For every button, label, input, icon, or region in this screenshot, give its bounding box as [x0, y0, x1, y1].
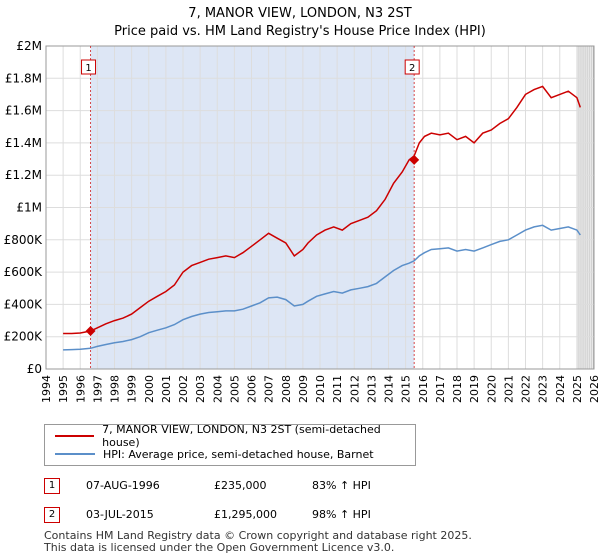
- sale-badge: 1: [44, 478, 60, 494]
- x-tick-label: 2014: [383, 375, 396, 403]
- property-series-line: [63, 85, 582, 335]
- x-tick-label: 1997: [91, 375, 104, 403]
- x-tick-label: 2009: [297, 375, 310, 403]
- sale-point: [85, 326, 96, 337]
- x-tick-label: 1999: [126, 375, 139, 403]
- sale-date: 07-AUG-1996: [86, 479, 160, 492]
- chart-title: 7, MANOR VIEW, LONDON, N3 2ST: [188, 6, 412, 21]
- x-tick-label: 2008: [280, 375, 293, 403]
- x-tick-label: 2025: [571, 375, 584, 403]
- sale-price: £1,295,000: [214, 508, 277, 521]
- footer: Contains HM Land Registry data © Crown c…: [44, 530, 472, 554]
- x-tick-label: 2007: [263, 375, 276, 403]
- y-tick-label: £1.8M: [5, 71, 42, 85]
- sale-date: 03-JUL-2015: [86, 508, 154, 521]
- sale-hpi-change: 98% ↑ HPI: [312, 508, 371, 521]
- legend: 7, MANOR VIEW, LONDON, N3 2ST (semi-deta…: [44, 423, 416, 466]
- sale-point: [409, 154, 420, 165]
- x-tick-label: 2001: [160, 375, 173, 403]
- sale-badge: 2: [44, 507, 60, 523]
- y-tick-label: £1.2M: [5, 168, 42, 182]
- sale-label: 1: [85, 63, 91, 74]
- x-tick-label: 1998: [109, 375, 122, 403]
- x-tick-label: 2019: [468, 375, 481, 403]
- legend-label-property: 7, MANOR VIEW, LONDON, N3 2ST (semi-deta…: [102, 423, 381, 449]
- x-tick-label: 2015: [400, 375, 413, 403]
- x-tick-label: 2010: [314, 375, 327, 403]
- x-tick-label: 2003: [194, 375, 207, 403]
- x-tick-label: 2002: [177, 375, 190, 403]
- sale-row: 2 03-JUL-2015 £1,295,000 98% ↑ HPI: [44, 507, 404, 525]
- footer-licence: This data is licensed under the Open Gov…: [44, 541, 395, 554]
- x-tick-label: 1996: [74, 375, 87, 403]
- x-tick-label: 2005: [228, 375, 241, 403]
- y-tick-label: £800K: [4, 233, 44, 247]
- x-tick-label: 2026: [588, 375, 600, 403]
- sale-label-box: [404, 59, 420, 75]
- footer-copyright: Contains HM Land Registry data © Crown c…: [44, 529, 472, 542]
- y-tick-label: £400K: [4, 297, 44, 311]
- plot-frame: [45, 45, 595, 370]
- y-tick-label: £1M: [16, 201, 42, 215]
- legend-label-hpi: HPI: Average price, semi-detached house,…: [103, 447, 374, 461]
- legend-item-hpi: HPI: Average price, semi-detached house,…: [55, 446, 374, 462]
- x-tick-label: 1995: [57, 375, 70, 403]
- sale-row: 1 07-AUG-1996 £235,000 83% ↑ HPI: [44, 478, 404, 496]
- legend-item-property: 7, MANOR VIEW, LONDON, N3 2ST (semi-deta…: [55, 423, 415, 449]
- y-tick-label: £1.4M: [5, 136, 42, 150]
- x-tick-label: 2021: [502, 375, 515, 403]
- x-tick-label: 2017: [434, 375, 447, 403]
- x-tick-label: 1994: [40, 375, 53, 403]
- x-tick-label: 2012: [348, 375, 361, 403]
- x-tick-label: 2013: [365, 375, 378, 403]
- y-tick-label: £600K: [4, 265, 44, 279]
- x-tick-label: 2020: [485, 375, 498, 403]
- x-tick-label: 2004: [211, 375, 224, 403]
- x-tick-label: 2016: [417, 375, 430, 403]
- y-tick-label: £200K: [4, 330, 44, 344]
- x-tick-label: 2023: [537, 375, 550, 403]
- x-tick-label: 2018: [451, 375, 464, 403]
- x-tick-label: 2024: [554, 375, 567, 403]
- x-tick-label: 2011: [331, 375, 344, 403]
- chart-subtitle: Price paid vs. HM Land Registry's House …: [114, 24, 486, 39]
- hpi-series-line: [63, 224, 581, 351]
- y-tick-label: £1.6M: [5, 104, 42, 118]
- x-tick-label: 2006: [246, 375, 259, 403]
- sale-price: £235,000: [214, 479, 267, 492]
- legend-swatch-property: [55, 435, 95, 437]
- x-tick-label: 2022: [520, 375, 533, 403]
- x-tick-label: 2000: [143, 375, 156, 403]
- y-tick-label: £2M: [16, 39, 42, 53]
- y-tick-label: £0: [27, 362, 42, 376]
- sale-hpi-change: 83% ↑ HPI: [312, 479, 371, 492]
- sale-label-box: [81, 59, 97, 75]
- sale-label: 2: [409, 63, 415, 74]
- legend-swatch-hpi: [55, 453, 95, 455]
- price-chart: £0 £200K £400K £600K £800K £1M £1.2M £1.4M £1.6M…: [4, 39, 600, 403]
